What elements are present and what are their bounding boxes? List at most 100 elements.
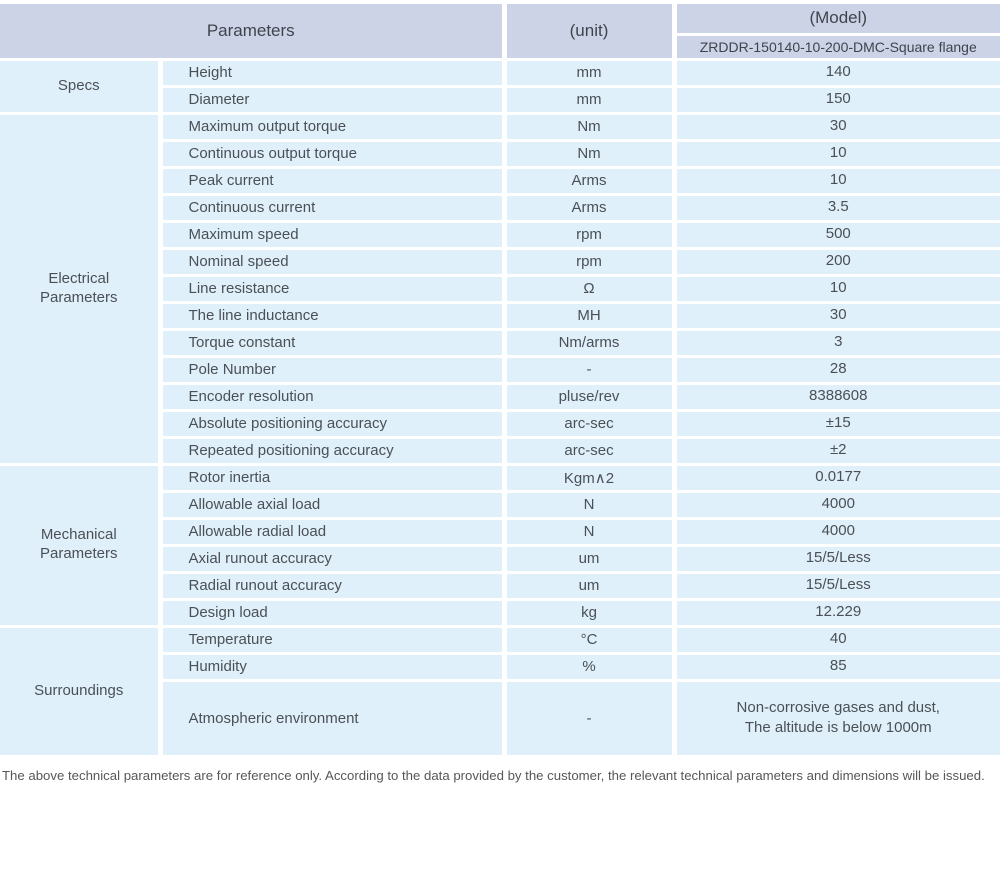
unit-cell: Nm — [504, 113, 677, 142]
footer-note: The above technical parameters are for r… — [2, 767, 985, 783]
unit-cell: MH — [504, 302, 677, 331]
value-cell: 0.0177 — [674, 464, 1000, 493]
unit-header-cell: (unit) — [504, 4, 677, 61]
value-cell: 4000 — [674, 491, 1000, 520]
table-row: Encoder resolution pluse/rev 8388608 — [0, 383, 1000, 412]
table-row: Mechanical Parameters Rotor inertia Kgm∧2 0… — [0, 464, 1000, 628]
param-cell: Diameter — [160, 86, 507, 115]
param-cell: Line resistance — [160, 275, 507, 304]
value-cell: 150 — [674, 86, 1000, 115]
value-cell: Non-corrosive gases and dust, The altitu… — [674, 680, 1000, 758]
param-cell: Atmospheric environment — [160, 680, 507, 758]
table-header: Parameters (unit) (Model) ZRDDR-150140-1… — [0, 4, 1000, 61]
param-cell: Nominal speed — [160, 248, 507, 277]
table-row: Design load kg 12.229 — [0, 599, 1000, 628]
unit-cell: Nm/arms — [504, 329, 677, 358]
table-row: Absolute positioning accuracy arc-sec ±15 — [0, 410, 1000, 439]
unit-cell: pluse/rev — [504, 383, 677, 412]
unit-cell: arc-sec — [504, 437, 677, 466]
unit-cell: rpm — [504, 248, 677, 277]
unit-cell: °C — [504, 626, 677, 655]
table-row: Continuous current Arms 3.5 — [0, 194, 1000, 223]
param-cell: Peak current — [160, 167, 507, 196]
unit-cell: mm — [504, 59, 677, 88]
param-cell: Allowable radial load — [160, 518, 507, 547]
unit-cell: - — [504, 680, 677, 758]
table-row: Specs Height mm 140 — [0, 59, 1000, 115]
value-cell: 40 — [674, 626, 1000, 655]
parameters-header-cell: Parameters — [0, 4, 507, 61]
table-row: Nominal speed rpm 200 — [0, 248, 1000, 277]
table-row: Radial runout accuracy um 15/5/Less — [0, 572, 1000, 601]
table-row: Line resistance Ω 10 — [0, 275, 1000, 304]
param-cell: Pole Number — [160, 356, 507, 385]
unit-cell: rpm — [504, 221, 677, 250]
value-cell: 10 — [674, 275, 1000, 304]
value-cell: 30 — [674, 113, 1000, 142]
param-cell: The line inductance — [160, 302, 507, 331]
param-cell: Design load — [160, 599, 507, 628]
table-row: Diameter mm 150 — [0, 86, 1000, 115]
unit-cell: Nm — [504, 140, 677, 169]
value-cell: 500 — [674, 221, 1000, 250]
unit-cell: mm — [504, 86, 677, 115]
param-cell: Repeated positioning accuracy — [160, 437, 507, 466]
param-cell: Radial runout accuracy — [160, 572, 507, 601]
category-cell: Mechanical Parameters — [0, 464, 163, 628]
table-row: Atmospheric environment - Non-corrosive ga… — [0, 680, 1000, 758]
param-cell: Height — [160, 59, 507, 88]
param-cell: Rotor inertia — [160, 464, 507, 493]
param-cell: Axial runout accuracy — [160, 545, 507, 574]
value-cell: 30 — [674, 302, 1000, 331]
unit-cell: Arms — [504, 194, 677, 223]
param-cell: Continuous output torque — [160, 140, 507, 169]
table-row: Axial runout accuracy um 15/5/Less — [0, 545, 1000, 574]
unit-cell: Arms — [504, 167, 677, 196]
value-cell: 3 — [674, 329, 1000, 358]
value-cell: 12.229 — [674, 599, 1000, 628]
table-row: Allowable radial load N 4000 — [0, 518, 1000, 547]
value-cell: 15/5/Less — [674, 545, 1000, 574]
value-cell: 15/5/Less — [674, 572, 1000, 601]
category-cell: Electrical Parameters — [0, 113, 163, 466]
table-row: Peak current Arms 10 — [0, 167, 1000, 196]
value-cell: 10 — [674, 167, 1000, 196]
param-cell: Maximum speed — [160, 221, 507, 250]
unit-cell: um — [504, 545, 677, 574]
value-cell: 140 — [674, 59, 1000, 88]
table-row: Maximum speed rpm 500 — [0, 221, 1000, 250]
unit-cell: um — [504, 572, 677, 601]
value-cell: 4000 — [674, 518, 1000, 547]
table-row: Pole Number -28 — [0, 356, 1000, 385]
unit-cell: - — [504, 356, 677, 385]
table-row: Humidity% 85 — [0, 653, 1000, 682]
value-cell: ±2 — [674, 437, 1000, 466]
value-cell: 200 — [674, 248, 1000, 277]
param-cell: Encoder resolution — [160, 383, 507, 412]
table-row: Continuous output torque Nm 10 — [0, 140, 1000, 169]
unit-cell: % — [504, 653, 677, 682]
table-row: Repeated positioning accuracy arc-sec ±2 — [0, 437, 1000, 466]
spec-table: Parameters (unit) (Model) ZRDDR-150140-1… — [0, 4, 1000, 758]
value-cell: ±15 — [674, 410, 1000, 439]
param-cell: Torque constant — [160, 329, 507, 358]
unit-cell: Ω — [504, 275, 677, 304]
table-row: The line inductance MH 30 — [0, 302, 1000, 331]
category-cell: Specs — [0, 59, 163, 115]
param-cell: Continuous current — [160, 194, 507, 223]
table-row: Electrical Parameters Maximum output torq… — [0, 113, 1000, 466]
unit-cell: kg — [504, 599, 677, 628]
unit-cell: N — [504, 518, 677, 547]
param-cell: Maximum output torque — [160, 113, 507, 142]
value-cell: 28 — [674, 356, 1000, 385]
model-name-cell: ZRDDR-150140-10-200-DMC-Square flange — [674, 34, 1000, 61]
value-cell: 3.5 — [674, 194, 1000, 223]
table-row: Allowable axial load N 4000 — [0, 491, 1000, 520]
table-row: Torque constant Nm/arms 3 — [0, 329, 1000, 358]
category-cell: Surroundings — [0, 626, 163, 758]
value-cell: 8388608 — [674, 383, 1000, 412]
value-cell: 10 — [674, 140, 1000, 169]
param-cell: Absolute positioning accuracy — [160, 410, 507, 439]
param-cell: Humidity — [160, 653, 507, 682]
unit-cell: arc-sec — [504, 410, 677, 439]
